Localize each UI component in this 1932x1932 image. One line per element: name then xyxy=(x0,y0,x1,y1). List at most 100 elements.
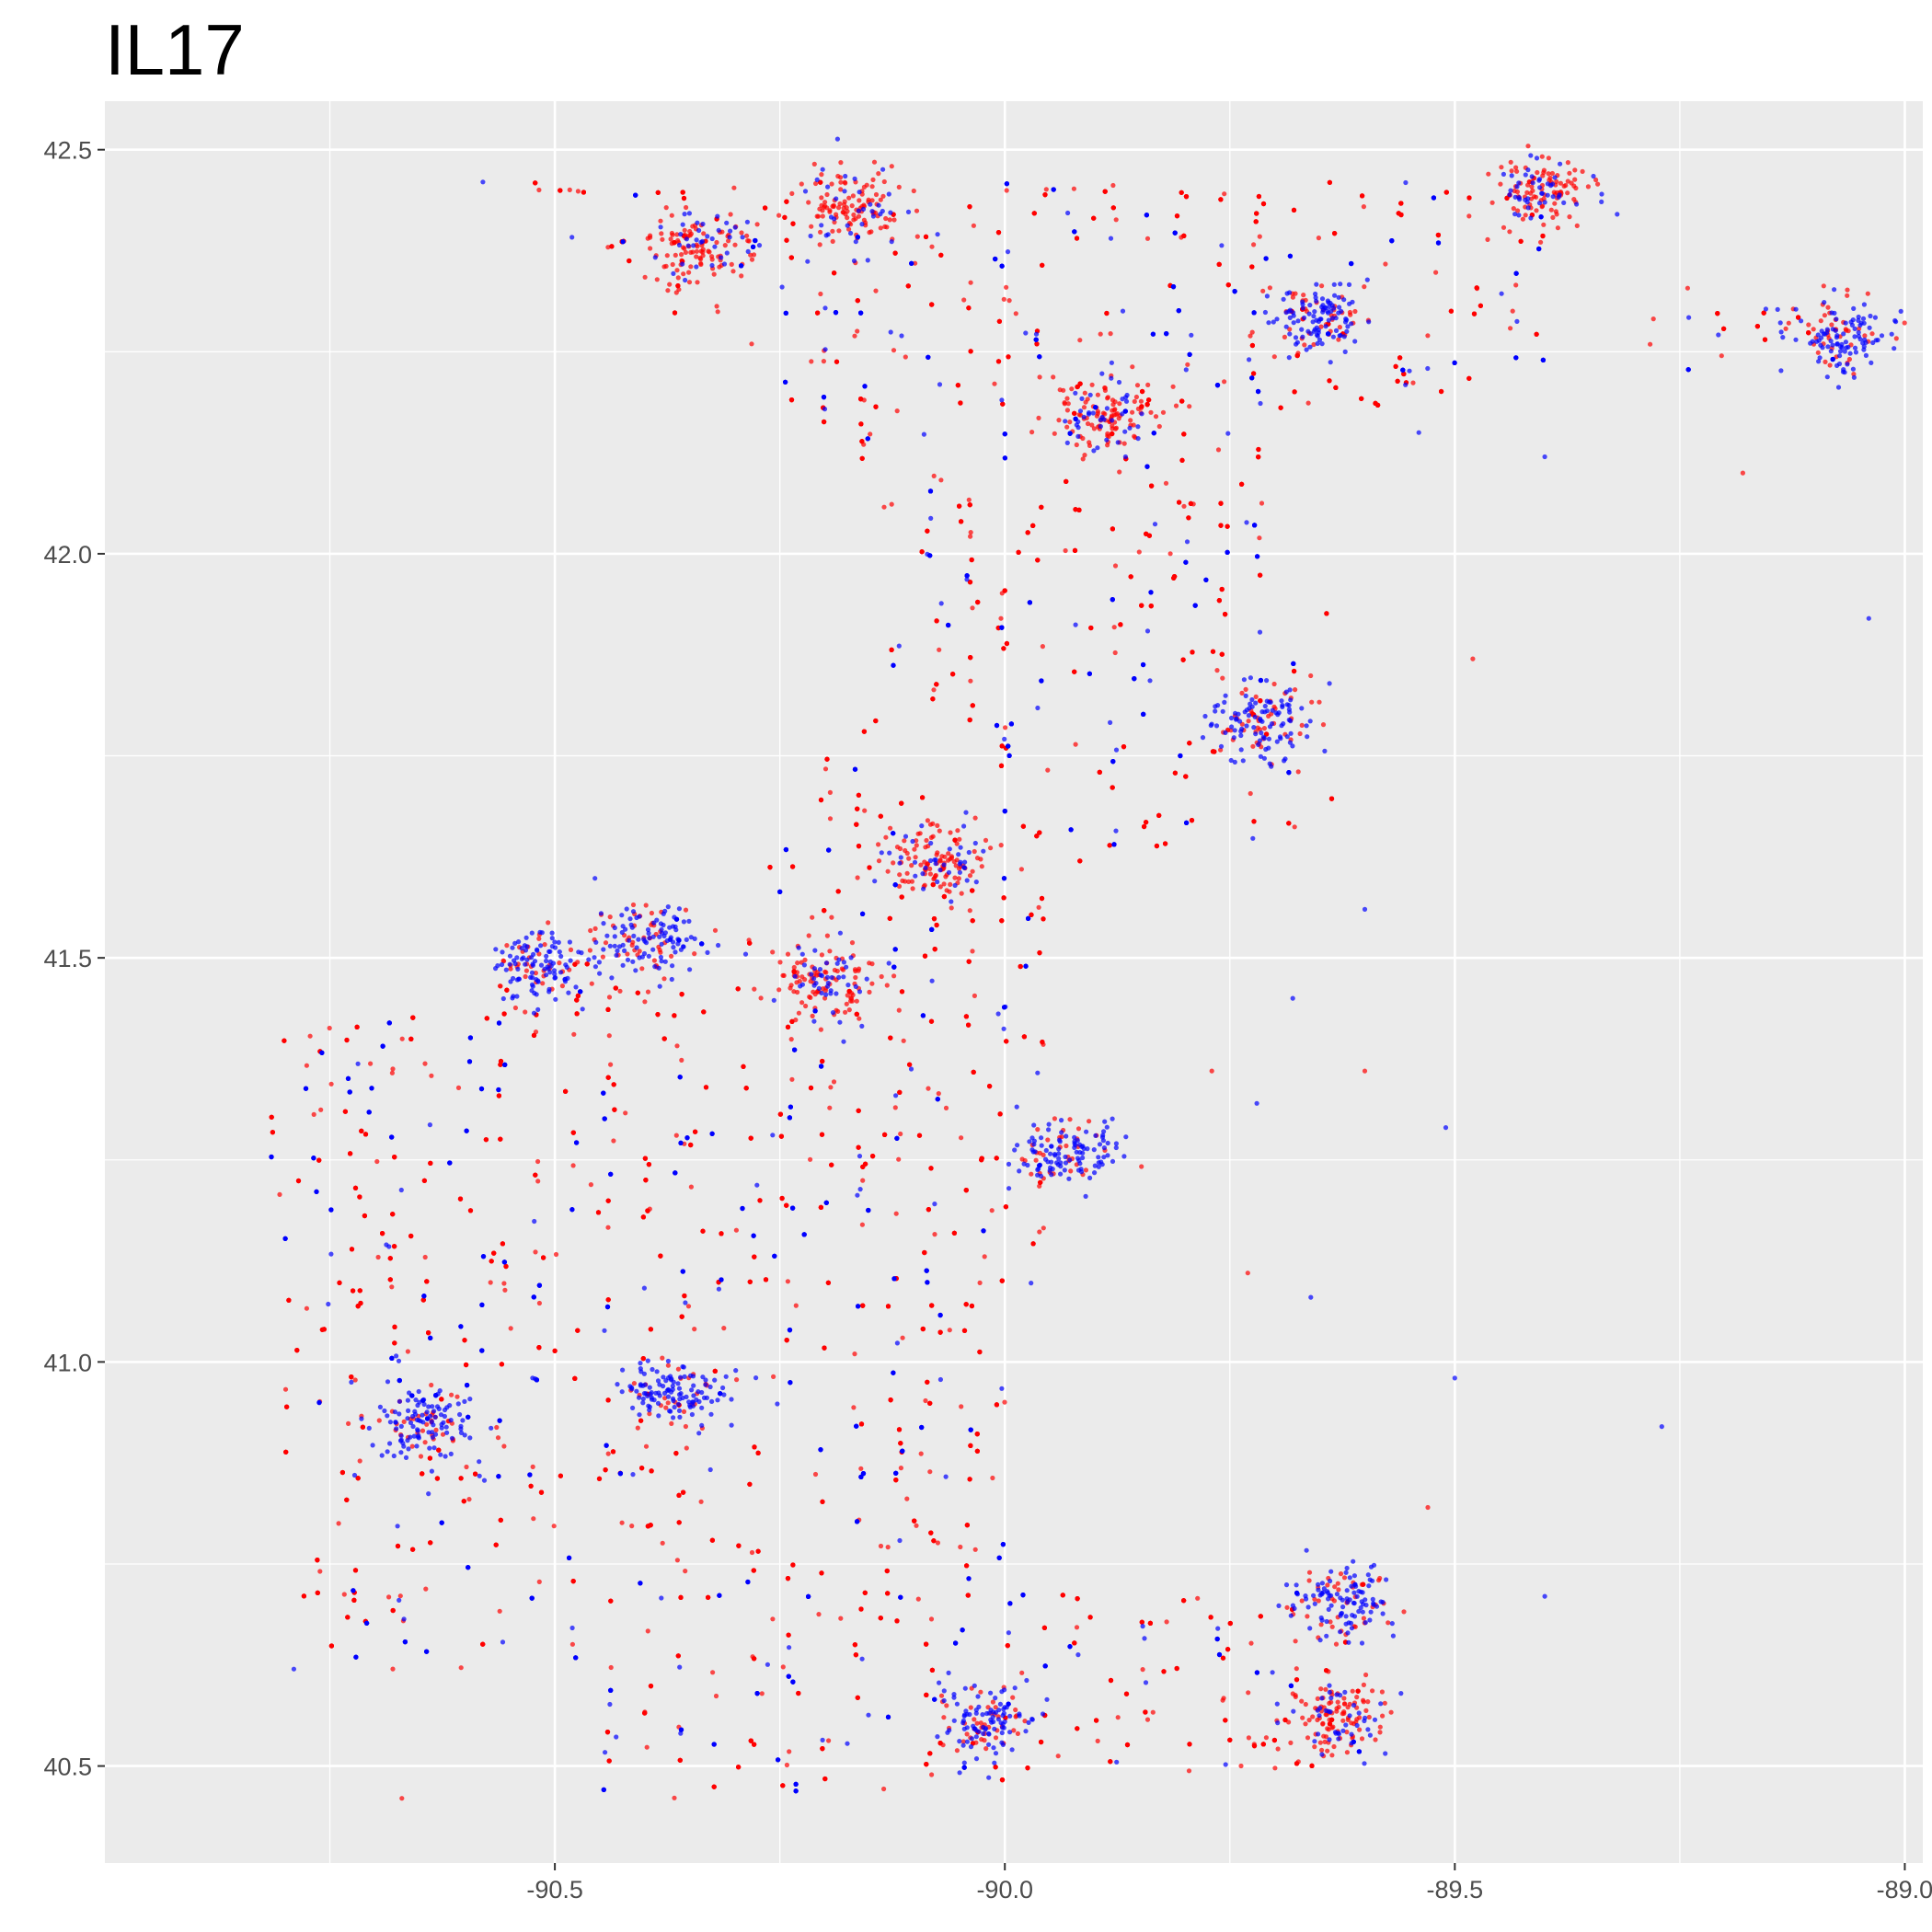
red-point xyxy=(767,865,773,870)
red-point xyxy=(1064,396,1070,401)
red-point xyxy=(811,161,817,167)
red-point xyxy=(929,1303,935,1308)
red-point xyxy=(1533,194,1539,200)
red-point xyxy=(584,961,590,967)
red-point xyxy=(458,1665,464,1671)
red-point xyxy=(352,1185,359,1190)
red-point xyxy=(1095,392,1100,397)
blue-point xyxy=(477,1473,482,1478)
red-point xyxy=(675,275,681,281)
red-point xyxy=(978,1689,983,1695)
red-point xyxy=(730,269,736,274)
red-point xyxy=(822,908,827,914)
blue-point xyxy=(1014,1104,1019,1110)
red-point xyxy=(869,961,875,967)
red-point xyxy=(846,1007,852,1013)
red-point xyxy=(339,1469,345,1476)
red-point xyxy=(596,1476,603,1481)
red-point xyxy=(587,948,593,953)
red-point xyxy=(1173,403,1179,408)
red-point xyxy=(504,987,510,993)
red-point xyxy=(903,847,908,854)
red-point xyxy=(859,1222,866,1227)
red-point xyxy=(929,302,935,307)
red-point xyxy=(923,234,929,239)
red-point xyxy=(913,260,918,266)
red-point xyxy=(1508,326,1513,331)
blue-point xyxy=(1403,382,1409,387)
red-point xyxy=(1150,1709,1156,1715)
red-point xyxy=(999,918,1005,924)
red-point xyxy=(1580,168,1585,174)
red-point xyxy=(1208,1615,1213,1620)
red-point xyxy=(1072,1640,1077,1646)
red-point xyxy=(1153,414,1159,420)
red-point xyxy=(857,198,862,203)
red-point xyxy=(1064,478,1069,485)
red-point xyxy=(1185,362,1190,367)
red-point xyxy=(1284,1604,1290,1610)
red-point xyxy=(1004,640,1009,647)
red-point xyxy=(868,229,874,235)
blue-point xyxy=(328,1251,334,1257)
red-point xyxy=(643,1443,650,1449)
red-point xyxy=(873,404,879,409)
red-point xyxy=(959,519,964,524)
red-point xyxy=(595,1210,602,1215)
red-point xyxy=(1267,285,1272,291)
red-point xyxy=(824,933,831,938)
red-point xyxy=(885,1591,891,1596)
red-point xyxy=(770,1616,776,1622)
red-point xyxy=(352,1568,359,1573)
red-point xyxy=(820,1499,825,1504)
red-point xyxy=(692,951,697,957)
red-point xyxy=(1271,681,1277,687)
red-point xyxy=(1845,287,1850,293)
blue-point xyxy=(1250,835,1256,841)
blue-point xyxy=(1219,243,1225,248)
red-point xyxy=(512,1005,519,1011)
red-point xyxy=(894,845,901,850)
blue-point xyxy=(1257,629,1263,635)
red-point xyxy=(1061,387,1066,393)
red-point xyxy=(948,857,953,862)
red-point xyxy=(1195,1595,1201,1601)
red-point xyxy=(878,813,883,819)
red-point xyxy=(673,290,679,295)
red-point xyxy=(855,328,860,334)
red-point xyxy=(504,943,510,949)
red-point xyxy=(1266,713,1271,719)
red-point xyxy=(627,258,632,264)
red-point xyxy=(1361,1682,1366,1687)
red-point xyxy=(1257,535,1262,541)
red-point xyxy=(983,837,989,844)
red-point xyxy=(1295,769,1301,775)
red-point xyxy=(964,1731,970,1737)
red-point xyxy=(907,1062,913,1067)
red-point xyxy=(795,960,800,966)
red-point xyxy=(1294,1677,1300,1683)
red-point xyxy=(966,1022,972,1028)
red-point xyxy=(1292,824,1297,830)
red-point xyxy=(966,497,972,502)
red-point xyxy=(1327,1700,1332,1706)
red-point xyxy=(1210,649,1216,654)
red-point xyxy=(771,1374,776,1379)
red-point xyxy=(1115,1715,1121,1720)
red-point xyxy=(748,1738,753,1743)
red-point xyxy=(1257,234,1262,239)
red-point xyxy=(1051,374,1056,380)
blue-point xyxy=(999,1386,1005,1391)
blue-point xyxy=(765,1662,771,1667)
red-point xyxy=(552,1348,558,1353)
red-point xyxy=(1278,405,1283,410)
red-point xyxy=(860,1178,866,1183)
red-point xyxy=(1225,282,1231,288)
red-point xyxy=(802,977,808,983)
red-point xyxy=(1342,1701,1348,1707)
red-point xyxy=(605,245,611,250)
red-point xyxy=(1222,191,1227,197)
red-point xyxy=(732,242,738,247)
red-point xyxy=(1333,1641,1340,1647)
red-point xyxy=(1648,341,1653,347)
